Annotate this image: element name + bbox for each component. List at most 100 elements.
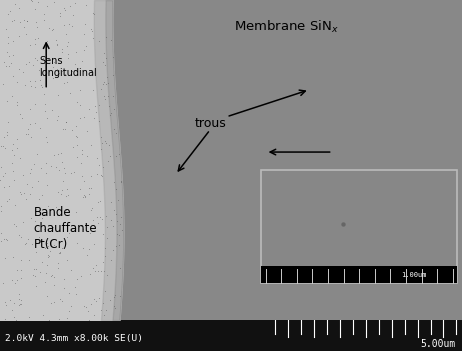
Point <box>13 278 20 283</box>
Point <box>9 168 16 173</box>
Point <box>85 308 92 314</box>
Point <box>41 108 49 114</box>
Point <box>55 113 62 119</box>
Point <box>13 145 21 151</box>
Point <box>116 293 123 299</box>
Point <box>97 134 104 140</box>
Point <box>4 40 12 45</box>
Point <box>103 235 110 241</box>
Point <box>30 161 38 167</box>
Point <box>46 317 53 322</box>
Point <box>19 219 27 225</box>
Point <box>90 10 97 15</box>
Point <box>73 99 80 105</box>
Point <box>6 8 13 14</box>
Point <box>101 80 108 85</box>
Point <box>15 296 22 301</box>
Point <box>110 223 117 229</box>
Point <box>77 223 84 229</box>
Point <box>60 22 67 28</box>
Point <box>63 119 70 125</box>
Point <box>2 63 10 68</box>
Point <box>17 297 24 303</box>
Point <box>88 205 96 211</box>
Point <box>102 34 109 40</box>
Point <box>18 115 25 121</box>
Text: Membrane SiN$_x$: Membrane SiN$_x$ <box>234 19 339 35</box>
Point <box>69 13 77 18</box>
Point <box>42 53 49 59</box>
Point <box>45 203 52 209</box>
Point <box>62 7 69 13</box>
Point <box>49 26 56 31</box>
Point <box>77 273 85 279</box>
Point <box>118 178 125 184</box>
Point <box>113 218 121 224</box>
Point <box>15 232 23 238</box>
Point <box>54 92 61 98</box>
Point <box>76 186 84 191</box>
Point <box>14 267 21 273</box>
Point <box>80 178 87 184</box>
Point <box>65 290 73 296</box>
Point <box>45 253 53 259</box>
Point <box>9 307 16 312</box>
Point <box>52 164 60 170</box>
Point <box>72 291 79 297</box>
Point <box>95 162 103 167</box>
Point <box>8 147 15 152</box>
Point <box>36 269 44 274</box>
Point <box>14 80 21 85</box>
Point <box>0 144 4 149</box>
Point <box>82 194 89 200</box>
Point <box>98 216 106 221</box>
Point <box>6 183 13 189</box>
Point <box>55 239 62 244</box>
Point <box>85 246 92 252</box>
Point <box>10 152 18 158</box>
Point <box>21 24 28 29</box>
Point <box>33 57 40 62</box>
Point <box>66 91 73 96</box>
Point <box>0 81 6 86</box>
Point <box>111 292 119 298</box>
Point <box>41 54 49 60</box>
Point <box>97 172 105 178</box>
Point <box>21 82 29 88</box>
Point <box>0 238 5 244</box>
Point <box>116 151 123 157</box>
Point <box>42 280 49 285</box>
Point <box>13 136 21 142</box>
Point <box>85 192 92 197</box>
Point <box>3 133 10 138</box>
Point <box>3 49 10 54</box>
Point <box>38 192 45 198</box>
Point <box>93 155 100 161</box>
Point <box>102 253 109 258</box>
Point <box>65 21 73 27</box>
Point <box>9 74 17 79</box>
Point <box>108 217 115 223</box>
Point <box>55 260 62 266</box>
Point <box>37 165 44 171</box>
Point <box>91 312 98 318</box>
Point <box>73 154 80 160</box>
Point <box>13 99 20 105</box>
Point <box>57 10 64 16</box>
Point <box>50 242 58 247</box>
Point <box>83 305 90 310</box>
Text: Sens
longitudinal: Sens longitudinal <box>39 56 97 78</box>
Point <box>43 244 50 250</box>
Point <box>90 115 97 121</box>
Point <box>28 83 35 88</box>
Point <box>79 151 86 157</box>
Point <box>10 17 18 23</box>
Point <box>103 74 110 80</box>
Point <box>40 11 48 17</box>
Point <box>69 145 77 150</box>
Point <box>1 255 9 261</box>
Point <box>62 207 70 213</box>
Point <box>15 34 23 39</box>
Point <box>115 197 122 203</box>
Point <box>47 300 55 306</box>
